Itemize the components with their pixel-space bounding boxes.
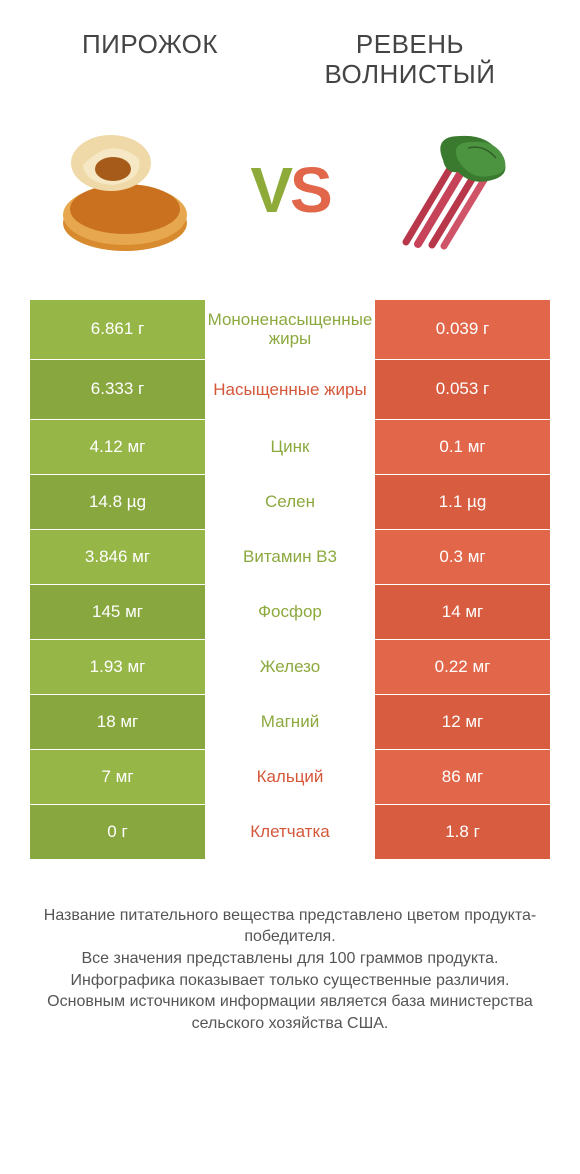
footer-line-2: Все значения представлены для 100 граммо… — [30, 948, 550, 970]
nutrient-label: Витамин B3 — [205, 530, 375, 584]
vs-label: VS — [250, 153, 329, 227]
table-row: 145 мгФосфор14 мг — [30, 585, 550, 640]
nutrient-label: Магний — [205, 695, 375, 749]
product-right-title: РЕВЕНЬ ВОЛНИСТЫЙ — [280, 30, 540, 90]
nutrient-label: Мононенасыщенные жиры — [205, 300, 375, 359]
value-right: 12 мг — [375, 695, 550, 749]
value-left: 18 мг — [30, 695, 205, 749]
rhubarb-image — [375, 117, 535, 262]
value-right: 0.1 мг — [375, 420, 550, 474]
value-right: 1.1 µg — [375, 475, 550, 529]
value-right: 0.039 г — [375, 300, 550, 359]
value-right: 1.8 г — [375, 805, 550, 859]
value-left: 145 мг — [30, 585, 205, 639]
nutrient-label: Цинк — [205, 420, 375, 474]
table-row: 6.333 гНасыщенные жиры0.053 г — [30, 360, 550, 420]
product-left-title: ПИРОЖОК — [40, 30, 260, 60]
nutrient-label: Фосфор — [205, 585, 375, 639]
value-left: 6.861 г — [30, 300, 205, 359]
value-right: 0.053 г — [375, 360, 550, 419]
nutrient-label: Железо — [205, 640, 375, 694]
value-left: 6.333 г — [30, 360, 205, 419]
value-left: 3.846 мг — [30, 530, 205, 584]
nutrient-label: Кальций — [205, 750, 375, 804]
value-right: 14 мг — [375, 585, 550, 639]
value-left: 0 г — [30, 805, 205, 859]
pirozhok-icon — [53, 125, 198, 255]
table-row: 18 мгМагний12 мг — [30, 695, 550, 750]
table-row: 0 гКлетчатка1.8 г — [30, 805, 550, 860]
footer-line-1: Название питательного вещества представл… — [30, 905, 550, 948]
value-left: 7 мг — [30, 750, 205, 804]
nutrient-label: Клетчатка — [205, 805, 375, 859]
footer-line-4: Основным источником информации является … — [30, 991, 550, 1034]
table-row: 6.861 гМононенасыщенные жиры0.039 г — [30, 300, 550, 360]
images-row: VS — [0, 100, 580, 300]
nutrient-label: Селен — [205, 475, 375, 529]
footer-line-3: Инфографика показывает только существенн… — [30, 970, 550, 992]
value-left: 14.8 µg — [30, 475, 205, 529]
value-left: 1.93 мг — [30, 640, 205, 694]
pirozhok-image — [45, 117, 205, 262]
table-row: 7 мгКальций86 мг — [30, 750, 550, 805]
nutrient-label: Насыщенные жиры — [205, 360, 375, 419]
vs-v: V — [250, 154, 290, 226]
table-row: 14.8 µgСелен1.1 µg — [30, 475, 550, 530]
table-row: 4.12 мгЦинк0.1 мг — [30, 420, 550, 475]
value-right: 0.22 мг — [375, 640, 550, 694]
value-right: 0.3 мг — [375, 530, 550, 584]
vs-s: S — [290, 154, 330, 226]
value-right: 86 мг — [375, 750, 550, 804]
value-left: 4.12 мг — [30, 420, 205, 474]
footer-notes: Название питательного вещества представл… — [0, 860, 580, 1035]
table-row: 1.93 мгЖелезо0.22 мг — [30, 640, 550, 695]
table-row: 3.846 мгВитамин B30.3 мг — [30, 530, 550, 585]
rhubarb-icon — [388, 130, 523, 250]
comparison-table: 6.861 гМононенасыщенные жиры0.039 г6.333… — [30, 300, 550, 860]
header-row: ПИРОЖОК РЕВЕНЬ ВОЛНИСТЫЙ — [0, 0, 580, 100]
